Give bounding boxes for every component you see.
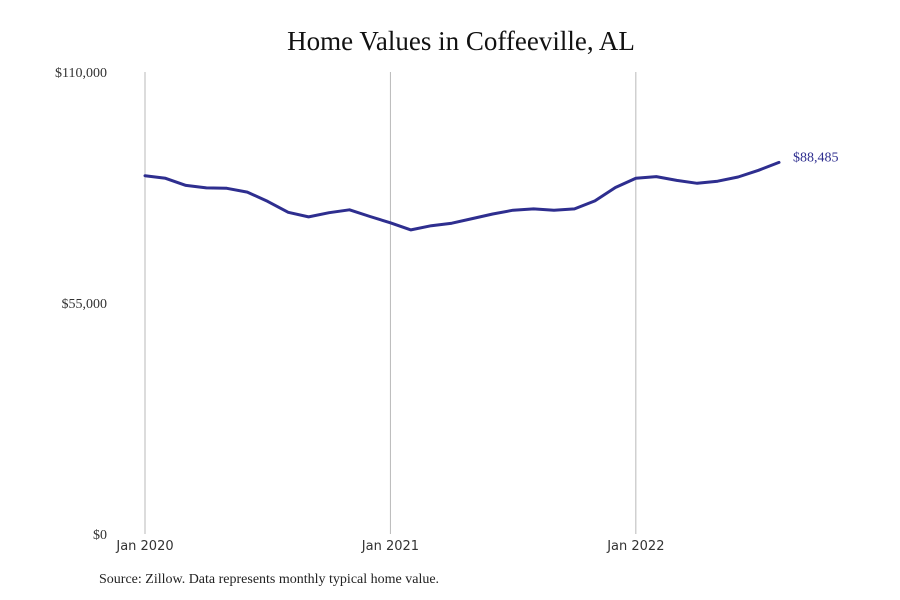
x-tick-label: Jan 2021 bbox=[361, 539, 419, 554]
x-tick-label: Jan 2020 bbox=[115, 539, 173, 554]
x-tick-label: Jan 2022 bbox=[606, 539, 664, 554]
series-layer bbox=[143, 160, 781, 232]
y-tick-label: $55,000 bbox=[62, 297, 108, 312]
end-value-label: $88,485 bbox=[793, 150, 839, 165]
y-tick-label: $0 bbox=[93, 528, 107, 543]
source-note: Source: Zillow. Data represents monthly … bbox=[99, 572, 440, 587]
y-tick-label: $110,000 bbox=[55, 66, 107, 81]
x-axis: Jan 2020 Jan 2021 Jan 2022 bbox=[115, 539, 664, 554]
y-axis: $0 $55,000 $110,000 bbox=[55, 66, 107, 543]
series-line bbox=[143, 160, 781, 232]
data-labels: $88,485 bbox=[793, 150, 839, 165]
chart-title: Home Values in Coffeeville, AL bbox=[287, 26, 635, 56]
gridlines bbox=[144, 72, 637, 534]
